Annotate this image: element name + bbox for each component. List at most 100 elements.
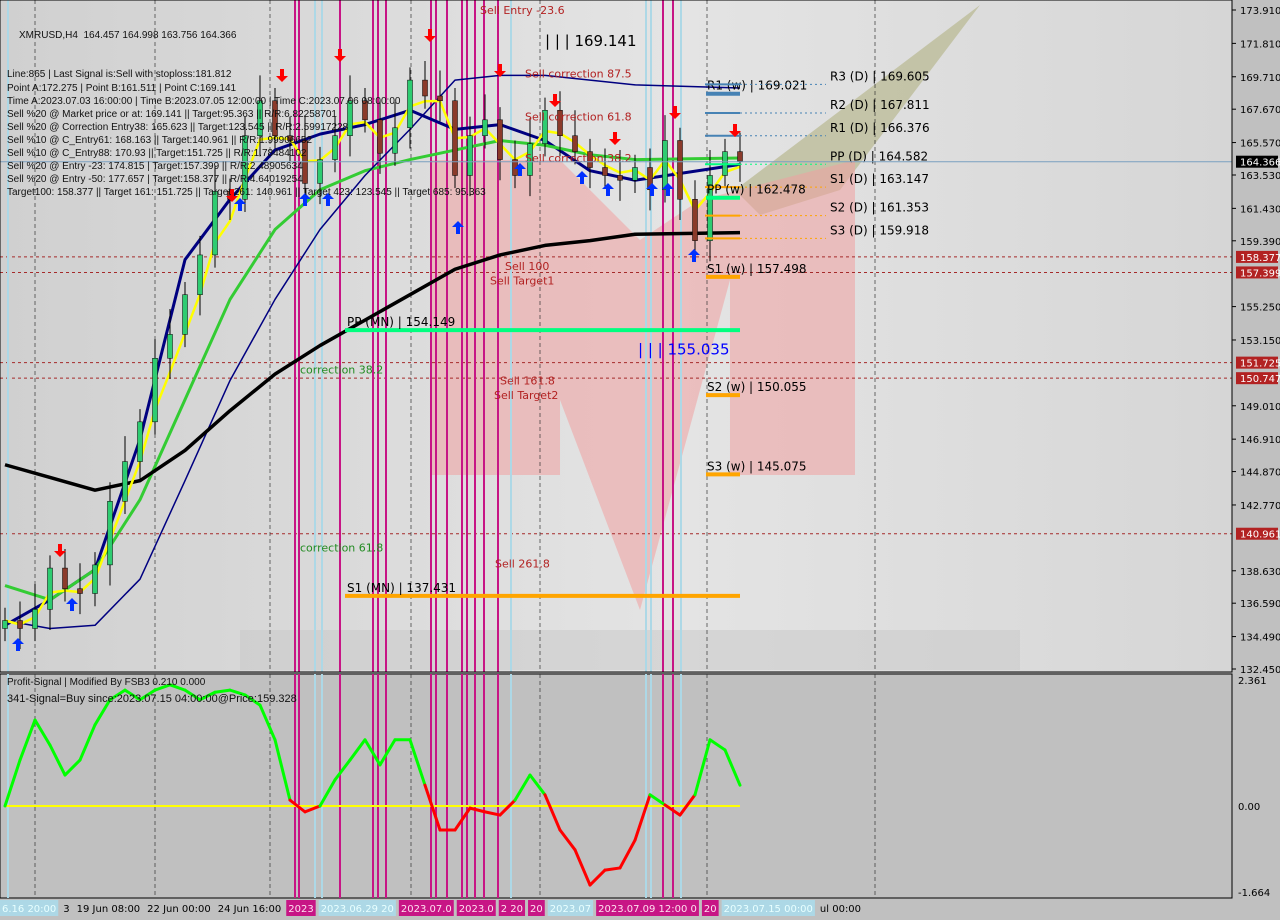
price-tag bbox=[1236, 356, 1278, 369]
oscillator-segment bbox=[453, 806, 472, 832]
candle bbox=[317, 159, 323, 184]
fib-annotation: Sell Entry -23.6 bbox=[480, 4, 565, 17]
oscillator-segment bbox=[528, 773, 547, 797]
candle bbox=[107, 501, 113, 566]
y-tick-label: 144.870 bbox=[1240, 468, 1280, 479]
time-tick-label: 2023.0 bbox=[459, 904, 494, 915]
oscillator-segment bbox=[408, 738, 427, 787]
info-line: Point A:172.275 | Point B:161.511 | Poin… bbox=[7, 82, 237, 94]
oscillator-segment bbox=[468, 806, 487, 814]
y-tick-label: 173.910 bbox=[1240, 6, 1280, 17]
candle bbox=[392, 127, 398, 154]
oscillator-segment bbox=[318, 778, 337, 808]
price-axis[interactable]: 173.910 171.810 169.710 167.670 165.570 163.5… bbox=[1232, 6, 1280, 676]
pivot-label: S3 (D) | 159.918 bbox=[830, 223, 929, 237]
y-tick-label: 167.670 bbox=[1240, 105, 1280, 116]
candle bbox=[137, 421, 143, 462]
candle bbox=[212, 191, 218, 256]
candle bbox=[2, 620, 8, 629]
info-line: Sell %20 @ Entry -23: 174.815 | Target:1… bbox=[7, 161, 303, 173]
pivot-label: R2 (D) | 167.811 bbox=[830, 98, 930, 112]
oscillator-segment bbox=[483, 810, 502, 817]
y-tick-label: 153.150 bbox=[1240, 336, 1280, 347]
pivot-label: S1 (MN) | 137.431 bbox=[347, 581, 456, 595]
candle bbox=[677, 140, 683, 200]
oscillator-segment bbox=[123, 688, 142, 702]
time-tick-label: 24 Jun 16:00 bbox=[218, 904, 282, 915]
y-tick-label: 163.530 bbox=[1240, 171, 1280, 182]
time-tick-label: 2023.07.0 bbox=[401, 904, 452, 915]
oscillator-segment bbox=[153, 683, 172, 692]
oscillator-segment bbox=[213, 688, 232, 694]
candle bbox=[32, 609, 38, 629]
candle bbox=[347, 100, 353, 136]
fib-annotation: Sell 261.8 bbox=[495, 557, 550, 570]
time-label-bg bbox=[0, 900, 59, 916]
info-line: Sell %20 @ Entry -50: 177.657 | Target:1… bbox=[7, 174, 303, 186]
price-tag-label: 140.961 bbox=[1240, 530, 1280, 541]
current-price-tag bbox=[1236, 155, 1278, 168]
time-tick-label: 22 Jun 00:00 bbox=[147, 904, 211, 915]
time-label-bg bbox=[456, 900, 496, 916]
indicator-title: Profit-Signal | Modified By FSB3 0.210 0… bbox=[7, 677, 206, 688]
fib-annotation: Sell correction 38.2 bbox=[525, 152, 632, 165]
oscillator-segment bbox=[183, 688, 202, 702]
y-tick-label: 134.490 bbox=[1240, 633, 1280, 644]
sell-arrow-icon bbox=[334, 49, 346, 62]
sell-arrow-icon bbox=[729, 124, 741, 137]
time-label-bg bbox=[318, 900, 396, 916]
info-line: Line:865 | Last Signal is:Sell with stop… bbox=[7, 69, 232, 81]
buy-arrow-icon bbox=[576, 171, 588, 184]
sell-arrow-icon bbox=[54, 544, 66, 557]
info-line: Sell %10 @ C_Entry88: 170.93 || Target:1… bbox=[7, 148, 307, 160]
time-axis[interactable]: 6.16 20:00 3 19 Jun 08:00 22 Jun 00:00 24 Ju… bbox=[0, 900, 861, 916]
candle bbox=[77, 588, 83, 594]
candle bbox=[17, 620, 23, 629]
candle bbox=[92, 564, 98, 594]
info-line: Sell %20 @ Correction Entry38: 165.623 |… bbox=[7, 121, 349, 133]
candle bbox=[257, 100, 263, 136]
time-label-bg bbox=[701, 900, 719, 916]
pivot-label: PP (w) | 162.478 bbox=[707, 183, 806, 197]
indicator-signal: 341-Signal=Buy since:2023.07.15 04:00:00… bbox=[7, 693, 297, 705]
indicator-pane-background bbox=[0, 673, 1233, 899]
pivot-label: S2 (w) | 150.055 bbox=[707, 380, 807, 394]
oscillator-segment bbox=[603, 866, 622, 872]
oscillator-segment bbox=[63, 758, 82, 777]
ma-line-navy_slow bbox=[4, 74, 741, 630]
pivot-label: R1 (D) | 166.376 bbox=[830, 121, 930, 135]
buy-arrow-icon bbox=[299, 193, 311, 206]
indicator-axis[interactable]: 2.361 0.00 -1.664 bbox=[1238, 676, 1270, 899]
y-tick-label: 171.810 bbox=[1240, 39, 1280, 50]
oscillator-segment bbox=[3, 758, 22, 808]
oscillator-segment bbox=[108, 688, 127, 702]
buy-arrow-icon bbox=[662, 183, 674, 196]
oscillator-segment bbox=[333, 758, 352, 782]
candle bbox=[707, 175, 713, 241]
pivot-label: S2 (D) | 161.353 bbox=[830, 201, 929, 215]
y-tick-label: 132.450 bbox=[1240, 665, 1280, 676]
fib-annotation: Sell Target1 bbox=[490, 274, 554, 287]
time-tick-label: 3 bbox=[63, 904, 69, 915]
oscillator-line bbox=[3, 683, 742, 887]
pivot-label: S1 (w) | 157.498 bbox=[707, 262, 807, 276]
price-tag-label: 157.399 bbox=[1240, 268, 1280, 279]
candle bbox=[182, 294, 188, 335]
fib-annotation: | | | 155.035 bbox=[638, 340, 730, 358]
candle bbox=[242, 135, 248, 200]
info-line: Time A:2023.07.03 16:00:00 | Time B:2023… bbox=[7, 95, 401, 107]
y-tick-label: 165.570 bbox=[1240, 139, 1280, 150]
sell-arrow-icon bbox=[494, 64, 506, 77]
buy-arrow-icon bbox=[646, 183, 658, 196]
oscillator-segment bbox=[18, 718, 37, 762]
oscillator-segment bbox=[693, 738, 712, 797]
sell-arrow-icon bbox=[549, 94, 561, 107]
time-tick-label: 20 bbox=[530, 904, 543, 915]
y-tick-label: 149.010 bbox=[1240, 402, 1280, 413]
candle bbox=[122, 461, 128, 502]
price-tag bbox=[1236, 372, 1278, 385]
oscillator-segment bbox=[288, 798, 307, 814]
oscillator-segment bbox=[423, 783, 442, 832]
y-tick-label: 169.710 bbox=[1240, 73, 1280, 84]
